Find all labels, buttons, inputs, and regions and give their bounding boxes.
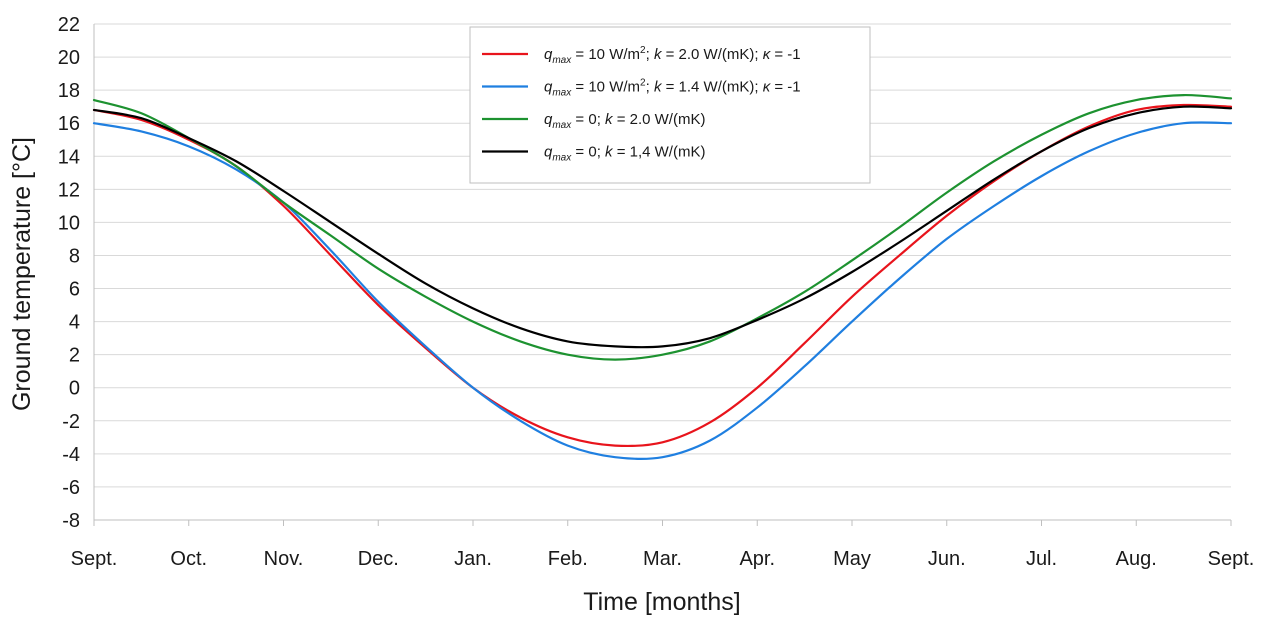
y-axis-title-suffix: ] [8, 137, 36, 144]
y-tick-label: 6 [69, 279, 80, 301]
x-tick-label: Dec. [358, 548, 399, 570]
x-tick-label: Oct. [170, 548, 207, 570]
x-tick-label: Jan. [454, 548, 492, 570]
y-axis-title-unit: °C [8, 144, 36, 172]
x-tick-label: Jul. [1026, 548, 1057, 570]
y-axis-title: Ground temperature [°C] [8, 137, 36, 411]
x-tick-label: Aug. [1116, 548, 1157, 570]
y-tick-label: 20 [58, 47, 80, 69]
series-green-line [92, 93, 1233, 361]
y-tick-label: -8 [62, 510, 80, 532]
y-tick-label: 8 [69, 245, 80, 267]
y-tick-labels: -8 -6 -4 -2 0 2 4 6 8 10 12 14 16 18 20 22 [58, 14, 80, 532]
series-black-line [92, 105, 1233, 349]
y-tick-label: -6 [62, 477, 80, 499]
x-tick-label: Nov. [264, 548, 304, 570]
y-tick-label: 16 [58, 113, 80, 135]
y-tick-label: 0 [69, 378, 80, 400]
y-axis-title-prefix: Ground temperature [ [8, 172, 36, 411]
x-tick-label: Feb. [548, 548, 588, 570]
x-tick-label: Jun. [928, 548, 966, 570]
legend-label: qmax = 0; k = 2.0 W/(mK) [544, 111, 705, 131]
x-axis-title: Time [months] [583, 588, 740, 616]
y-tick-label: 22 [58, 14, 80, 36]
y-tick-label: 2 [69, 345, 80, 367]
x-tick-label: Sept. [71, 548, 118, 570]
y-tick-label: -4 [62, 444, 80, 466]
y-tick-label: 18 [58, 80, 80, 102]
y-tick-label: 14 [58, 146, 80, 168]
y-tick-label: 12 [58, 179, 80, 201]
legend: qmax = 10 W/m2; k = 2.0 W/(mK); κ = -1 qm… [469, 26, 871, 184]
x-tick-label: Mar. [643, 548, 682, 570]
legend-box [469, 26, 871, 184]
x-tick-labels: Sept. Oct. Nov. Dec. Jan. Feb. Mar. Apr. May Jun.… [71, 548, 1255, 570]
x-tick-label: May [833, 548, 871, 570]
x-tick-label: Sept. [1208, 548, 1255, 570]
legend-label: qmax = 10 W/m2; k = 1.4 W/(mK); κ = -1 [544, 78, 801, 99]
y-tick-label: 10 [58, 212, 80, 234]
y-tick-label: 4 [69, 312, 80, 334]
y-tick-label: -2 [62, 411, 80, 433]
legend-label: qmax = 0; k = 1,4 W/(mK) [544, 144, 705, 164]
legend-label: qmax = 10 W/m2; k = 2.0 W/(mK); κ = -1 [544, 45, 801, 66]
series-lines [92, 93, 1233, 461]
axes [93, 24, 1232, 526]
x-tick-label: Apr. [739, 548, 775, 570]
